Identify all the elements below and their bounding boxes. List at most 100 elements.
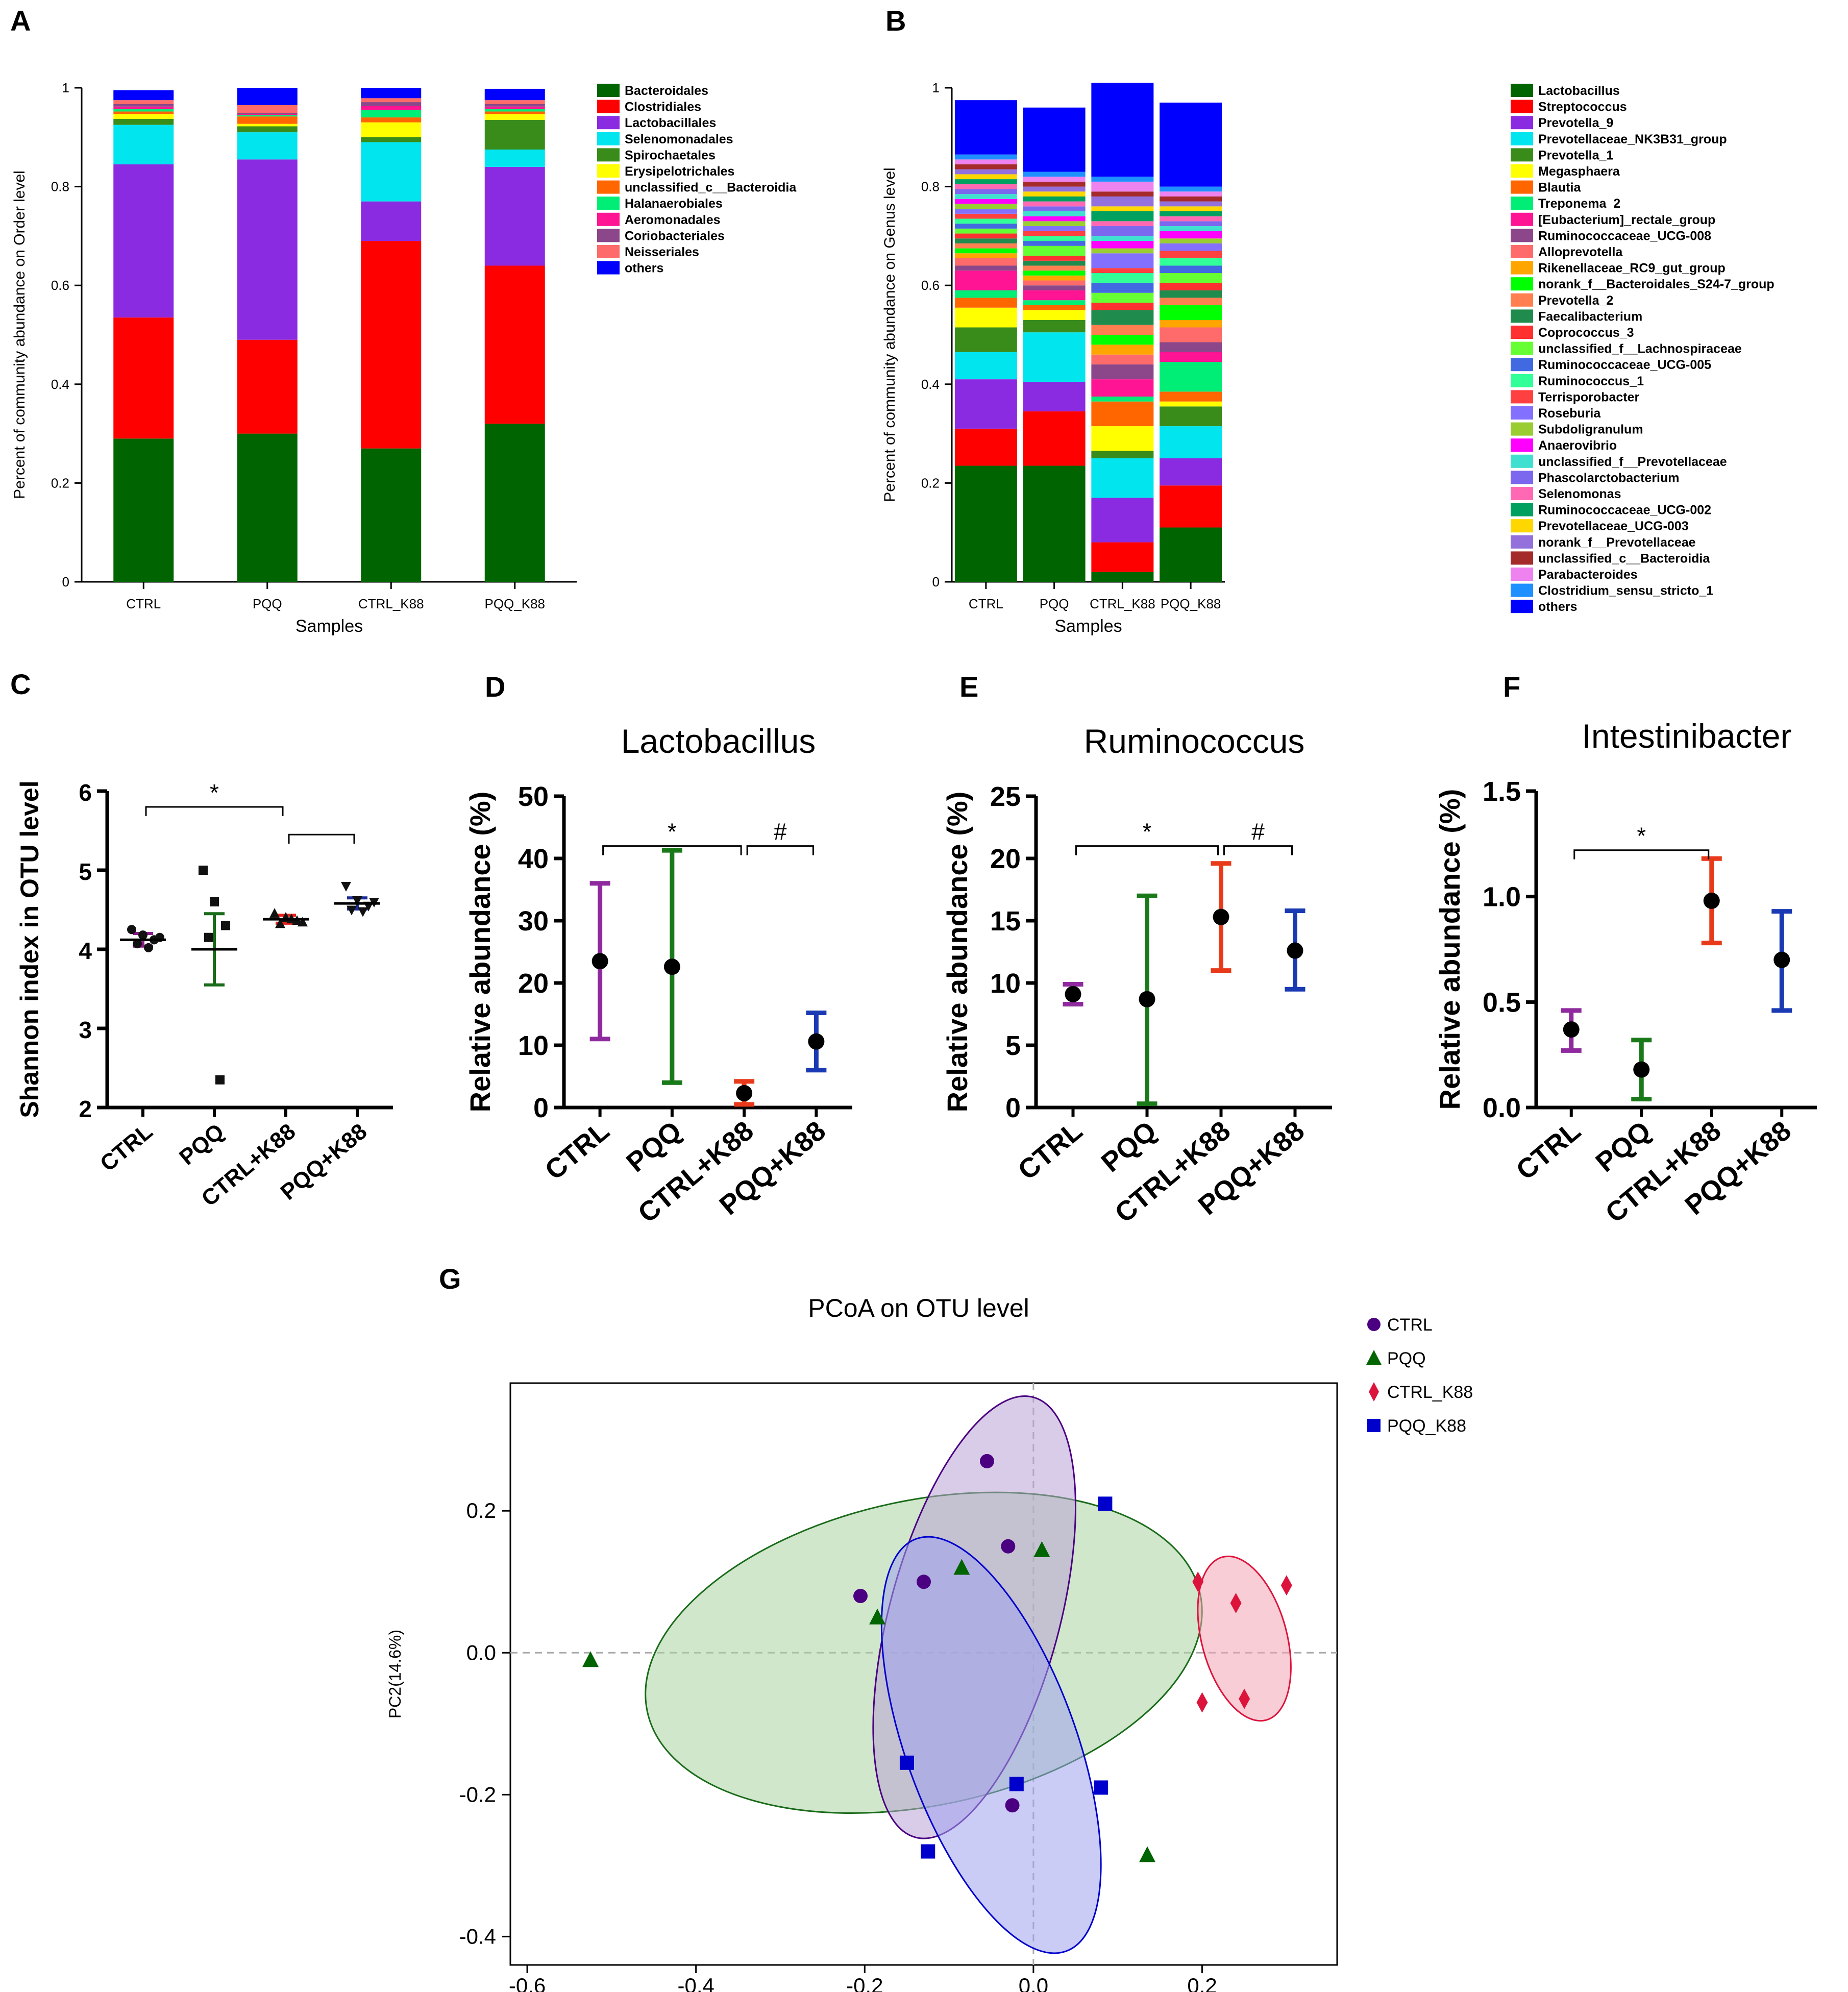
- panel-b-bar-seg-4: [954, 327, 1017, 352]
- panel-b-legend-swatch: [1511, 180, 1533, 194]
- panel-a-bar-seg-9: [484, 104, 545, 107]
- panel-b-bar-seg-16: [954, 228, 1017, 234]
- panel-b-bar-seg-23: [1160, 226, 1222, 231]
- panel-b-bar-seg-2: [954, 379, 1017, 429]
- panel-a-bar-seg-4: [237, 126, 298, 133]
- panel-a-bar-seg-1: [484, 265, 545, 424]
- panel-b-bar-seg-18: [1160, 258, 1222, 266]
- panel-label-C: C: [10, 668, 31, 700]
- panel-b-legend-label: Ruminococcaceae_UCG-002: [1538, 503, 1711, 518]
- panel-a-ytick-label: 1: [62, 80, 69, 95]
- panel-a-xtick-label: PQQ: [253, 596, 282, 611]
- panel-c-y-label: Shannon index in OTU level: [15, 780, 44, 1118]
- panel-c-point-ctrl: [144, 943, 153, 952]
- panel-g-point-pqq-k88: [1009, 1777, 1024, 1791]
- panel-b-legend-swatch: [1511, 212, 1533, 226]
- panel-b-bar-seg-20: [1091, 253, 1154, 268]
- panel-a-bar-seg-1: [361, 241, 422, 449]
- panel-e-ytick-label: 15: [990, 906, 1021, 937]
- panel-b-bar-seg-31: [1023, 171, 1086, 177]
- panel-b-bar-seg-2: [1091, 498, 1154, 543]
- panel-b-bar-seg-23: [1091, 236, 1154, 241]
- panel-b-bar-seg-32: [1160, 103, 1222, 187]
- panel-a-ytick-label: 0: [62, 574, 69, 589]
- panel-b-legend-swatch: [1511, 471, 1533, 484]
- panel-b-legend-swatch: [1511, 116, 1533, 130]
- panel-g-y-label: PC2(14.6%): [386, 1630, 404, 1718]
- panel-b-bar-seg-14: [1091, 310, 1154, 325]
- panel-b-bar-seg-1: [954, 428, 1017, 466]
- panel-e-significance-bracket: [1075, 845, 1219, 855]
- panel-b-legend-swatch: [1511, 454, 1533, 468]
- panel-b-bar-seg-30: [1091, 181, 1154, 192]
- panel-b-bar-seg-28: [1023, 186, 1086, 192]
- panel-g-point-ctrl-k88: [1239, 1688, 1250, 1709]
- panel-c-ytick-label: 3: [79, 1017, 92, 1043]
- panel-a-bar-seg-6: [113, 111, 174, 114]
- panel-g-point-pqq: [1033, 1541, 1050, 1557]
- panel-b-legend-swatch: [1511, 358, 1533, 372]
- panel-b-xtick-label: CTRL: [969, 596, 1003, 611]
- panel-b-legend-swatch: [1511, 196, 1533, 210]
- panel-b-bar-seg-20: [1023, 226, 1086, 231]
- panel-b-ytick-label: 0.4: [921, 377, 940, 392]
- panel-b-bar-seg-26: [1023, 196, 1086, 202]
- panel-b-legend-label: Roseburia: [1538, 406, 1601, 421]
- panel-b-bar-seg-15: [954, 233, 1017, 239]
- panel-b-bar-seg-5: [1160, 401, 1222, 407]
- panel-a-legend-swatch: [597, 132, 620, 145]
- panel-b-bar-seg-21: [1160, 238, 1222, 243]
- panel-f-ytick-label: 0.5: [1483, 987, 1521, 1018]
- panel-b-bar-seg-19: [1023, 231, 1086, 236]
- panel-b-legend-label: Prevotellaceae_NK3B31_group: [1538, 132, 1727, 146]
- panel-g-point-ctrl-k88: [1196, 1692, 1208, 1713]
- panel-b-bar-seg-14: [954, 238, 1017, 243]
- panel-b-bar-seg-10: [954, 258, 1017, 266]
- panel-b-bar-seg-5: [1023, 310, 1086, 320]
- panel-b-legend-label: Faecalibacterium: [1538, 309, 1642, 324]
- panel-b-bar-seg-23: [1023, 211, 1086, 216]
- panel-b-bar-seg-8: [1023, 290, 1086, 301]
- panel-b-legend-swatch: [1511, 132, 1533, 145]
- panel-b-legend-label: Subdoligranulum: [1538, 423, 1643, 437]
- panel-g-frame: [509, 1382, 1338, 1966]
- panel-d-xtick-label: CTRL: [539, 1115, 615, 1186]
- panel-e-ytick-label: 25: [990, 781, 1021, 812]
- panel-b-bar-seg-6: [1091, 401, 1154, 427]
- panel-e-y-label: Relative abundance (%): [941, 792, 973, 1113]
- panel-g-legend-label: CTRL: [1387, 1315, 1433, 1335]
- panel-a-bar-seg-11: [237, 88, 298, 105]
- panel-e-ytick-label: 5: [1005, 1030, 1021, 1061]
- panel-label-D: D: [485, 671, 505, 703]
- panel-a-bar-seg-11: [484, 88, 545, 101]
- panel-a-bar-seg-9: [237, 113, 298, 114]
- panel-a-legend-swatch: [597, 180, 620, 194]
- panel-e-xtick-label: CTRL: [1012, 1115, 1088, 1186]
- panel-e-mean-point-pqq-k88: [1287, 942, 1303, 959]
- panel-b-bar-seg-20: [1160, 243, 1222, 251]
- panel-b-bar-seg-29: [1023, 181, 1086, 187]
- panel-b-bar-seg-27: [1091, 206, 1154, 211]
- panel-d-mean-point-ctrl: [592, 953, 608, 970]
- panel-a-x-label: Samples: [295, 617, 363, 636]
- panel-g-point-ctrl: [1001, 1539, 1016, 1554]
- panel-b-xtick-label: PQQ_K88: [1161, 596, 1221, 611]
- panel-b-legend-label: Ruminococcaceae_UCG-008: [1538, 229, 1711, 243]
- panel-b-bar-seg-10: [1160, 327, 1222, 342]
- panel-b-bar-seg-7: [1091, 397, 1154, 402]
- panel-b-bar-seg-30: [1023, 177, 1086, 182]
- panel-a-bar-seg-4: [484, 119, 545, 150]
- panel-c-xtick-label: PQQ: [175, 1119, 229, 1170]
- panel-c-point-pqq: [199, 866, 208, 875]
- panel-c-point-pqq: [210, 897, 219, 906]
- panel-d-significance-bracket: [602, 845, 742, 855]
- panel-b-bar-seg-12: [1160, 305, 1222, 320]
- panel-f-significance-label: *: [1637, 823, 1646, 849]
- panel-c-point-pqq: [221, 921, 230, 930]
- panel-d-significance-label: *: [668, 819, 677, 845]
- panel-b-xtick-label: CTRL_K88: [1090, 596, 1155, 611]
- panel-b-legend-swatch: [1511, 519, 1533, 533]
- panel-b-bar-seg-8: [954, 270, 1017, 290]
- panel-b-bar-seg-14: [1023, 260, 1086, 266]
- panel-a-ytick-label: 0.6: [51, 278, 69, 293]
